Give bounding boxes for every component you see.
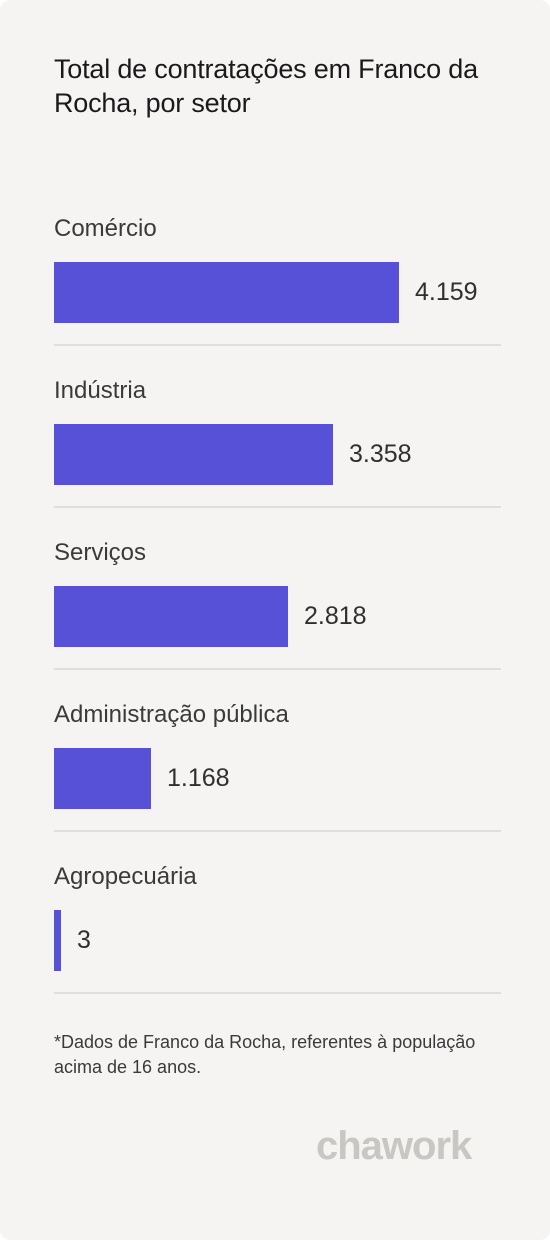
bar-value-label: 1.168 xyxy=(167,764,230,792)
bar-row: Agropecuária 3 xyxy=(54,862,501,1024)
bar xyxy=(54,748,151,809)
category-label: Administração pública xyxy=(54,701,289,728)
row-divider xyxy=(54,668,501,670)
bar-value-label: 2.818 xyxy=(304,602,367,630)
chart-title: Total de contratações em Franco da Rocha… xyxy=(54,54,478,118)
bar-value-label: 3 xyxy=(77,926,91,954)
row-divider xyxy=(54,344,501,346)
bar-row: Comércio 4.159 xyxy=(54,214,501,376)
bar-value-label: 4.159 xyxy=(415,278,478,306)
row-divider xyxy=(54,830,501,832)
category-label: Serviços xyxy=(54,539,147,566)
bar-row: Administração pública 1.168 xyxy=(54,700,501,862)
brand-logo: chawork xyxy=(316,1124,472,1168)
category-label: Comércio xyxy=(54,215,157,242)
footnote: *Dados de Franco da Rocha, referentes à … xyxy=(54,1032,476,1077)
bar-row: Indústria 3.358 xyxy=(54,376,501,538)
bar xyxy=(54,586,288,647)
bar xyxy=(54,910,61,971)
category-label: Indústria xyxy=(54,377,147,404)
bar-value-label: 3.358 xyxy=(349,440,412,468)
bar xyxy=(54,424,333,485)
category-label: Agropecuária xyxy=(54,863,197,890)
bar xyxy=(54,262,399,323)
row-divider xyxy=(54,506,501,508)
bar-row: Serviços 2.818 xyxy=(54,538,501,700)
row-divider xyxy=(54,992,501,994)
